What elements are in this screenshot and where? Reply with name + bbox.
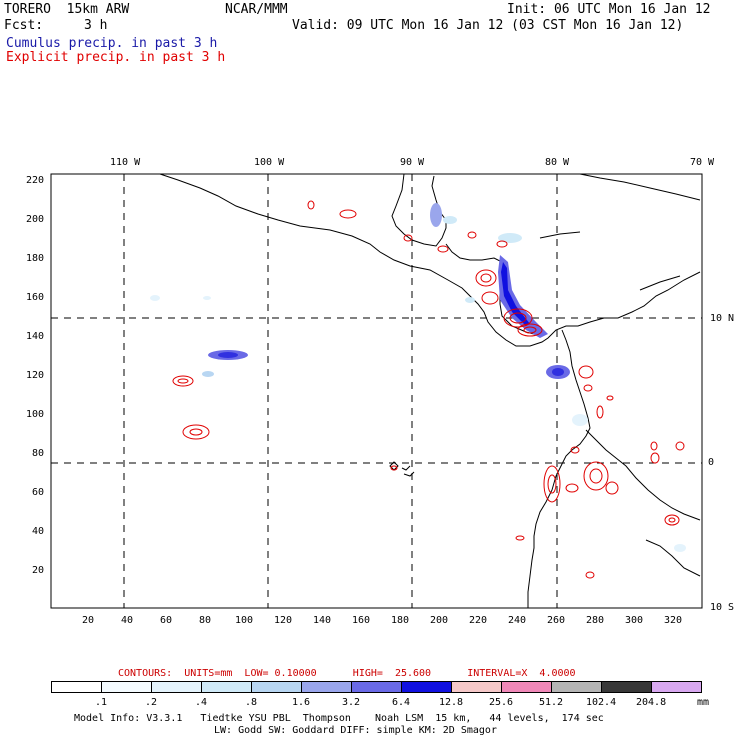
xtick: 180 <box>391 615 410 626</box>
xtick: 200 <box>430 615 449 626</box>
ytick: 160 <box>26 292 45 303</box>
ytick: 200 <box>26 214 45 225</box>
lat-label-10n: 10 N <box>710 313 735 324</box>
colorbar-swatch <box>251 681 302 693</box>
colorbar-label: .2 <box>145 697 158 708</box>
init-time: Init: 06 UTC Mon 16 Jan 12 <box>507 2 711 17</box>
lon-label-70w: 70 W <box>690 157 715 168</box>
lat-lon-grid <box>51 174 702 608</box>
xtick: 80 <box>199 615 212 626</box>
colorbar-label: 3.2 <box>342 697 361 708</box>
xtick: 320 <box>664 615 683 626</box>
colorbar-swatch <box>151 681 202 693</box>
colorbar-units: mm <box>697 697 710 708</box>
colorbar-swatch <box>351 681 402 693</box>
valid-time: Valid: 09 UTC Mon 16 Jan 12 (03 CST Mon … <box>292 18 684 33</box>
colorbar-label: .8 <box>245 697 258 708</box>
colorbar-swatch <box>651 681 702 693</box>
xtick: 220 <box>469 615 488 626</box>
xtick: 60 <box>160 615 173 626</box>
map-frame <box>50 173 703 609</box>
colorbar-swatch <box>401 681 452 693</box>
cumulus-precip-label: Cumulus precip. in past 3 h <box>6 36 218 51</box>
colorbar-label: 204.8 <box>636 697 667 708</box>
coastlines <box>159 173 701 608</box>
ytick: 220 <box>26 175 45 186</box>
colorbar-swatch <box>51 681 102 693</box>
lon-label-80w: 80 W <box>545 157 570 168</box>
ytick: 120 <box>26 370 45 381</box>
xtick: 40 <box>121 615 134 626</box>
physics-info: LW: Godd SW: Goddard DIFF: simple KM: 2D… <box>214 725 497 736</box>
forecast-hours: 3 h <box>84 18 108 33</box>
model-name: TORERO 15km ARW <box>4 2 130 17</box>
colorbar-label: 25.6 <box>489 697 514 708</box>
xtick: 260 <box>547 615 566 626</box>
lat-label-0: 0 <box>708 457 715 468</box>
colorbar-swatch <box>601 681 652 693</box>
colorbar-label: 12.8 <box>439 697 464 708</box>
contour-info: CONTOURS: UNITS=mm LOW= 0.10000 HIGH= 25… <box>118 668 576 679</box>
organization: NCAR/MMM <box>225 2 288 17</box>
lon-label-110w: 110 W <box>110 157 141 168</box>
model-info: Model Info: V3.3.1 Tiedtke YSU PBL Thomp… <box>74 713 604 724</box>
ytick: 140 <box>26 331 45 342</box>
colorbar-label: 51.2 <box>539 697 564 708</box>
explicit-precip-label: Explicit precip. in past 3 h <box>6 50 226 65</box>
ytick: 20 <box>32 565 45 576</box>
explicit-precip-contours <box>172 200 685 579</box>
xtick: 100 <box>235 615 254 626</box>
colorbar-label: .1 <box>95 697 108 708</box>
ytick: 40 <box>32 526 45 537</box>
colorbar-label: 1.6 <box>292 697 311 708</box>
ytick: 60 <box>32 487 45 498</box>
colorbar-swatch <box>201 681 252 693</box>
xtick: 280 <box>586 615 605 626</box>
xtick: 300 <box>625 615 644 626</box>
colorbar-label: 102.4 <box>586 697 617 708</box>
colorbar-label: 6.4 <box>392 697 411 708</box>
ytick: 100 <box>26 409 45 420</box>
colorbar-swatch <box>301 681 352 693</box>
xtick: 160 <box>352 615 371 626</box>
cumulus-precip-areas <box>150 203 686 552</box>
xtick: 240 <box>508 615 527 626</box>
colorbar-label: .4 <box>195 697 208 708</box>
colorbar-swatch <box>551 681 602 693</box>
lat-label-10s: 10 S <box>710 602 735 613</box>
xtick: 120 <box>274 615 293 626</box>
forecast-label: Fcst: <box>4 18 44 33</box>
xtick: 20 <box>82 615 95 626</box>
xtick: 140 <box>313 615 332 626</box>
colorbar-swatch <box>101 681 152 693</box>
colorbar-swatch <box>451 681 502 693</box>
lon-label-100w: 100 W <box>254 157 285 168</box>
lon-label-90w: 90 W <box>400 157 425 168</box>
ytick: 80 <box>32 448 45 459</box>
ytick: 180 <box>26 253 45 264</box>
colorbar-swatch <box>501 681 552 693</box>
